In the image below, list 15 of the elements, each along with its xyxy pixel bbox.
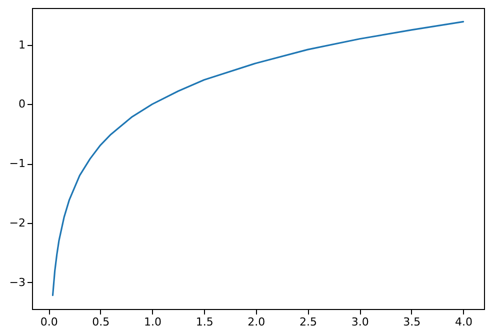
y-tick-label: 0 (18, 98, 26, 111)
y-tick-label: −1 (9, 157, 26, 170)
y-tick-label: −3 (9, 276, 26, 289)
line-series (52, 20, 464, 296)
y-tick-label: −2 (9, 216, 26, 230)
x-tick-label: 3.5 (403, 316, 421, 328)
x-tick-label: 4.0 (455, 316, 473, 328)
y-tick-label: 1 (18, 38, 26, 52)
x-tick-label: 1.5 (196, 316, 214, 328)
x-tick-label: 2.0 (248, 316, 266, 328)
x-tick-label: 2.5 (300, 316, 318, 328)
x-tick-label: 0.0 (40, 316, 58, 328)
x-tick-label: 1.0 (144, 316, 162, 328)
x-tick-label: 3.0 (351, 316, 369, 328)
x-tick-label: 0.5 (92, 316, 110, 328)
